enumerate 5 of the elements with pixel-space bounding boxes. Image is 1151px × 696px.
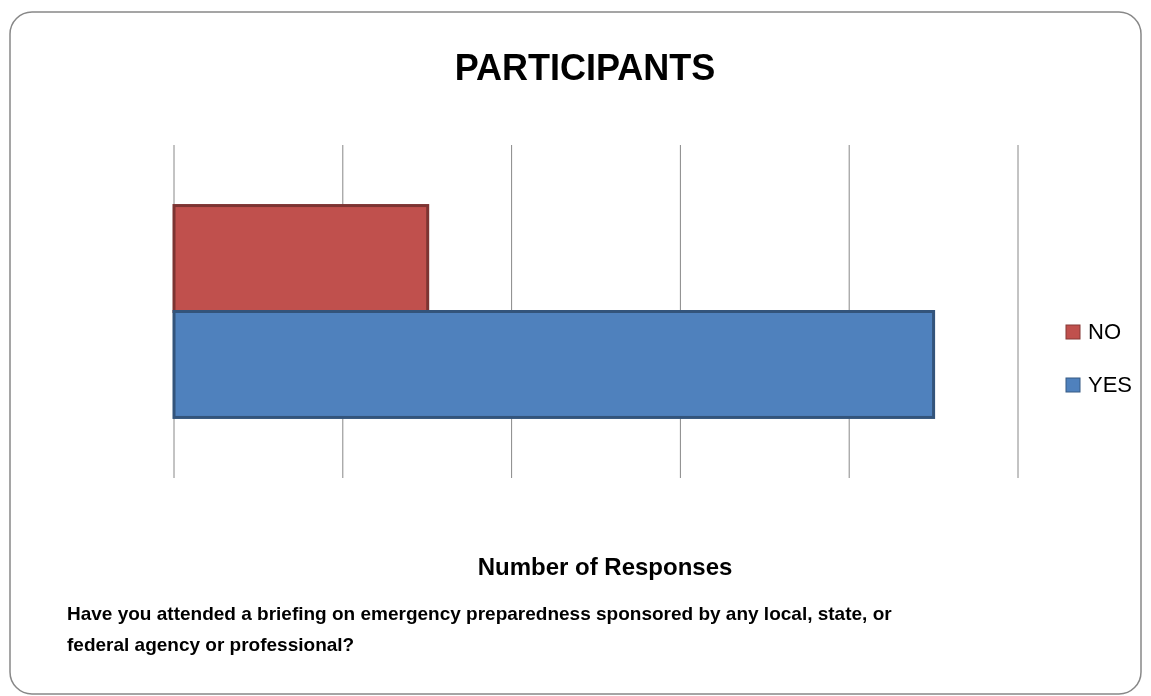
x-axis-title: Number of Responses xyxy=(477,553,733,580)
chart-title: PARTICIPANTS xyxy=(454,47,716,88)
text: Have you attended a briefing on emergency preparedness sponsored by any local, state, or federal agency or professional? xyxy=(67,603,893,655)
legend-label: NO xyxy=(1088,319,1121,344)
legend-label: YES xyxy=(1088,372,1133,397)
